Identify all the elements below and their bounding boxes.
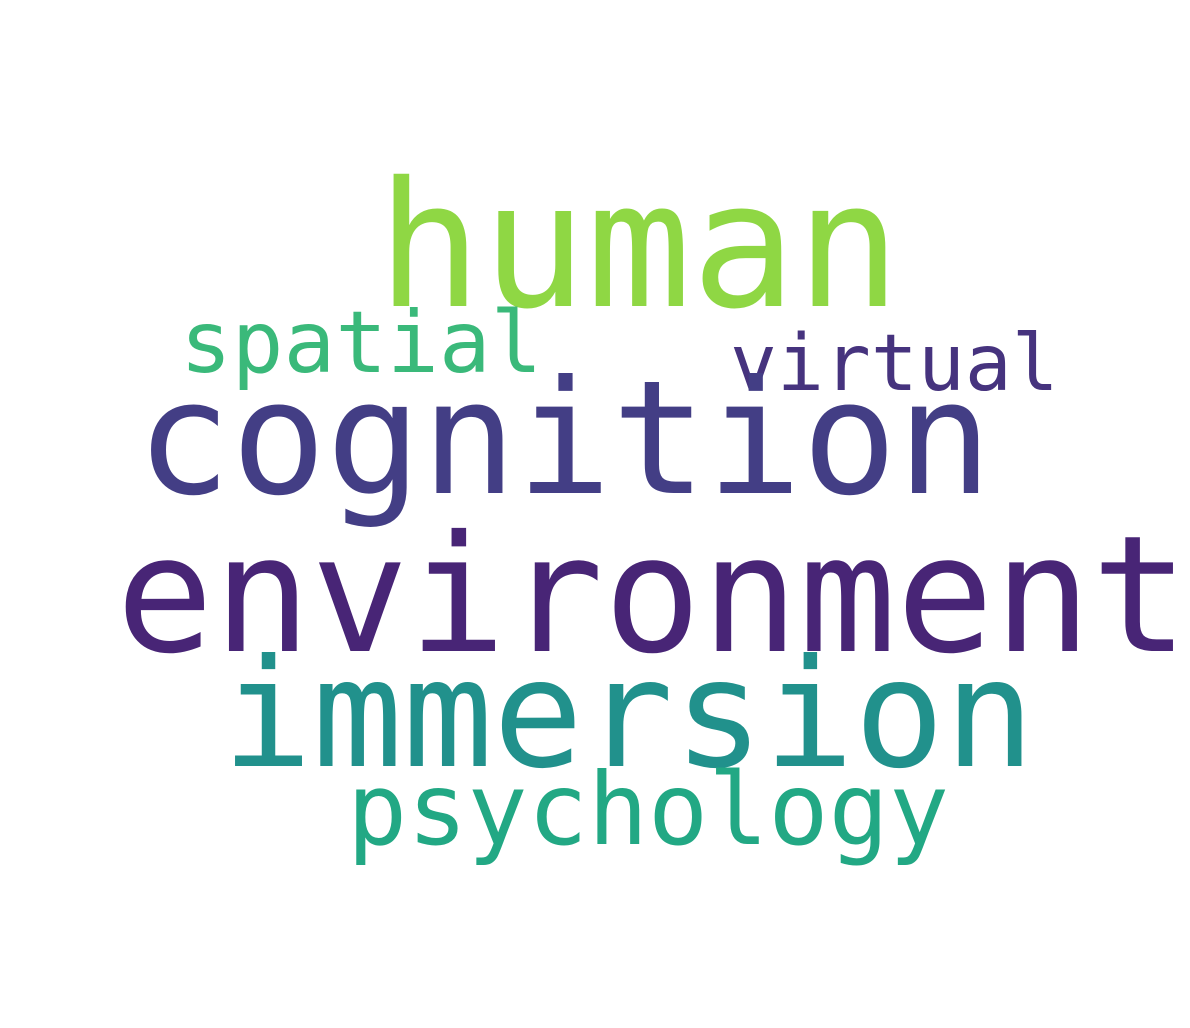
word-immersion: immersion (222, 628, 1035, 802)
word-virtual: virtual (730, 319, 1059, 409)
word-human: human (377, 145, 901, 348)
word-psychology: psychology (347, 751, 950, 868)
word-cognition: cognition (136, 347, 993, 531)
word-environment: environment (116, 502, 1189, 690)
word-spatial: spatial (180, 293, 543, 393)
